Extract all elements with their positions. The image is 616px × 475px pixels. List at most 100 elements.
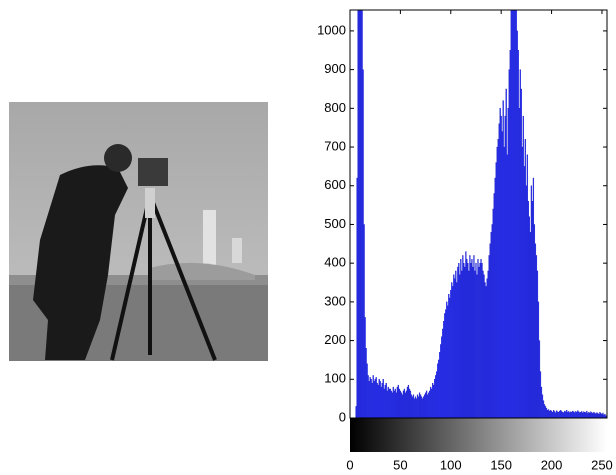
bar	[594, 413, 595, 418]
bar	[522, 147, 523, 418]
bar	[576, 412, 577, 418]
bar	[523, 116, 524, 418]
bar	[508, 108, 509, 418]
bar	[556, 411, 557, 418]
bar	[485, 283, 486, 418]
bar	[458, 263, 459, 418]
bar	[433, 385, 434, 418]
bar	[548, 409, 549, 418]
bar	[427, 395, 428, 418]
bar	[568, 411, 569, 418]
bar	[571, 412, 572, 418]
bar	[385, 385, 386, 418]
y-tick-label: 400	[324, 255, 346, 270]
bar	[495, 178, 496, 418]
bar	[593, 412, 594, 418]
colorbar	[350, 418, 607, 452]
bar	[560, 410, 561, 418]
bar	[524, 166, 525, 418]
bar	[496, 163, 497, 418]
bar	[449, 298, 450, 418]
bar	[597, 413, 598, 418]
bar	[435, 375, 436, 418]
bar	[371, 379, 372, 418]
bar	[438, 360, 439, 418]
bar	[543, 401, 544, 418]
page: {"chart_data": {"type": "histogram", "x"…	[0, 0, 616, 475]
bar	[441, 337, 442, 418]
bar	[550, 410, 551, 418]
bar	[510, 50, 511, 418]
bar	[421, 397, 422, 418]
bar	[396, 393, 397, 418]
bar	[494, 193, 495, 418]
bar	[394, 391, 395, 418]
bar	[476, 263, 477, 418]
bar	[451, 283, 452, 418]
bar	[511, 0, 512, 418]
bar	[413, 395, 414, 418]
bar	[509, 70, 510, 418]
bar	[361, 0, 362, 418]
bar	[549, 411, 550, 418]
bar	[365, 317, 366, 418]
bar	[470, 263, 471, 418]
bar	[446, 302, 447, 418]
bar	[431, 389, 432, 418]
bar	[461, 271, 462, 418]
bar	[603, 413, 604, 418]
bar	[570, 412, 571, 418]
bar	[376, 377, 377, 418]
bar	[573, 412, 574, 418]
bar	[541, 387, 542, 418]
bar	[545, 406, 546, 418]
bar	[501, 116, 502, 418]
bar	[555, 413, 556, 418]
bar	[447, 306, 448, 418]
bar	[445, 310, 446, 418]
bar	[552, 412, 553, 418]
plot-area	[356, 0, 607, 418]
bar	[457, 267, 458, 418]
bar	[572, 411, 573, 418]
bar	[460, 259, 461, 418]
bar	[602, 414, 603, 418]
bar	[557, 412, 558, 418]
bar	[564, 411, 565, 418]
bar	[563, 413, 564, 418]
bar	[414, 399, 415, 418]
bar	[363, 70, 364, 418]
bar	[535, 244, 536, 418]
bar	[444, 313, 445, 418]
bar	[400, 391, 401, 418]
bar	[581, 411, 582, 418]
bar	[390, 389, 391, 418]
bar	[527, 155, 528, 418]
bar	[397, 387, 398, 418]
bar	[566, 410, 567, 418]
bar	[526, 186, 527, 418]
bar	[492, 224, 493, 418]
bar	[381, 387, 382, 418]
bar	[487, 279, 488, 418]
bar	[489, 255, 490, 418]
bar	[540, 372, 541, 418]
bar	[456, 283, 457, 418]
bar	[505, 116, 506, 418]
bar	[578, 412, 579, 418]
bar	[453, 275, 454, 418]
bar	[530, 232, 531, 418]
bar	[403, 391, 404, 418]
bar	[416, 399, 417, 418]
bar	[493, 209, 494, 418]
bar	[426, 391, 427, 418]
bar	[384, 389, 385, 418]
bar	[374, 381, 375, 418]
bar	[480, 263, 481, 418]
figure: 0100200300400500600700800900100005010015…	[0, 0, 616, 475]
bar	[465, 252, 466, 418]
bar	[411, 395, 412, 418]
bar	[459, 275, 460, 418]
bar	[507, 155, 508, 418]
bar	[383, 379, 384, 418]
